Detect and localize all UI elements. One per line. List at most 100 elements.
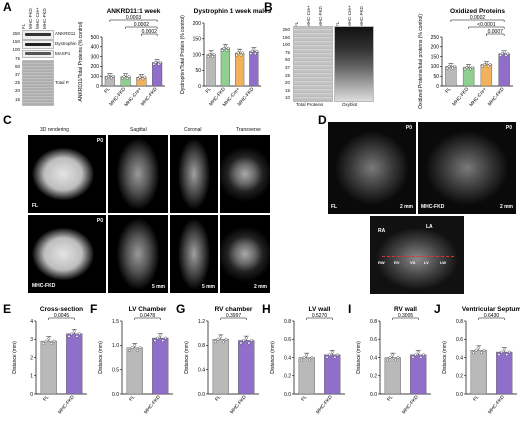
data-point <box>302 356 306 359</box>
data-point <box>219 335 223 339</box>
y-tick-label: 0.0 <box>456 392 463 398</box>
chart-dystrophin: Dystrophin 1 week males 0 50 100 150 200 Dystr… <box>178 6 272 110</box>
data-point <box>136 77 140 81</box>
category-label: MHC-FKD <box>487 394 506 415</box>
data-point <box>154 61 157 64</box>
y-tick-label: 100 <box>431 64 440 70</box>
data-point <box>255 49 259 53</box>
y-tick-label: 1.2 <box>198 319 205 325</box>
data-point <box>139 74 143 77</box>
blot-label-ankrd11: ANKRD11 <box>55 31 76 36</box>
significance-bracket <box>486 33 505 36</box>
chart-lv-chamber: LV Chamber 0.0 0.5 1.0 1.5 Distance (mm) FL MHC… <box>96 304 176 418</box>
data-point <box>124 73 128 77</box>
heart-fl: P0 FL 2 mm <box>328 122 416 214</box>
heart-fkd: P0 MHC-FKD 2 mm <box>418 122 516 214</box>
significance-bracket <box>125 26 158 29</box>
heart-label-fl: FL <box>331 204 338 210</box>
bar <box>462 67 475 87</box>
chart-ventricular-septum: Ventricular Septum 0.0 0.2 0.4 0.6 0.8 Distanc… <box>440 304 520 418</box>
data-point <box>422 353 425 357</box>
category-label: MHC-FKD <box>451 86 470 107</box>
data-point <box>156 336 160 340</box>
panel-letter-g: G <box>176 302 186 316</box>
data-point <box>49 342 53 346</box>
category-label: FL <box>386 394 394 402</box>
data-point <box>152 62 156 66</box>
chart-svg: ANKRD11:1 week 0 100 200 300 400 500 ANKRD11/To… <box>78 8 165 108</box>
significance-bracket <box>468 26 505 29</box>
data-point <box>127 75 131 79</box>
category-label: FL <box>42 394 50 402</box>
data-point <box>502 50 506 54</box>
p-value: <0.0001 <box>477 22 495 28</box>
age-label: P0 <box>96 138 103 144</box>
significance-bracket <box>392 317 419 320</box>
data-point <box>333 355 337 359</box>
data-point <box>105 76 109 80</box>
data-point <box>447 65 451 68</box>
bar <box>298 357 315 395</box>
label-rv: RV <box>394 260 400 265</box>
chart-title: RV chamber <box>215 306 253 313</box>
data-point <box>411 355 415 359</box>
data-point <box>247 341 251 345</box>
scale-bar-label: 2 mm <box>399 204 413 210</box>
category-label: MHC-FKD <box>315 394 334 415</box>
y-tick-label: 150 <box>431 54 440 60</box>
p-value: 0.0002 <box>470 15 486 21</box>
data-point <box>214 340 217 344</box>
scale-bar-label: 2 mm <box>499 204 513 210</box>
data-point <box>497 353 501 356</box>
data-point <box>505 353 509 356</box>
data-point <box>445 66 449 70</box>
y-axis-label: Distance (mm) <box>356 341 362 374</box>
y-axis-label: Distance (mm) <box>98 341 104 374</box>
y-tick-label: 150 <box>193 37 202 43</box>
data-point <box>300 358 303 362</box>
label-vs: VS <box>410 260 416 265</box>
y-tick-label: 0 <box>30 392 33 398</box>
y-tick-label: 100 <box>193 52 202 58</box>
data-point <box>108 73 112 76</box>
caption-total-proteins: Total Proteins <box>296 102 324 107</box>
col-title-sagittal: Sagittal <box>130 127 147 133</box>
data-point <box>221 49 224 52</box>
y-tick-label: 0.8 <box>284 319 291 325</box>
bar <box>384 357 401 395</box>
significance-bracket <box>306 317 333 320</box>
data-point <box>138 346 142 350</box>
data-point <box>325 355 329 359</box>
bar <box>480 64 493 87</box>
age-label: P0 <box>405 125 412 131</box>
y-tick-label: 0.0 <box>284 392 291 398</box>
y-tick-label: 1.5 <box>112 319 119 325</box>
significance-bracket <box>109 19 158 22</box>
y-tick-label: 3 <box>30 337 33 343</box>
significance-bracket <box>141 33 158 36</box>
data-point <box>236 51 240 55</box>
mw-markers-a: 250 150 100 75 50 37 25 20 15 <box>12 31 20 102</box>
blot-label-dystrophin: Dystrophin <box>55 41 77 46</box>
data-point <box>502 348 506 351</box>
scale-bar-label: 5 mm <box>201 284 215 290</box>
data-point <box>138 75 142 79</box>
data-point <box>222 46 226 50</box>
data-point <box>225 49 229 52</box>
y-tick-label: 0.4 <box>198 367 205 373</box>
significance-bracket <box>478 317 505 320</box>
lane-label: FL <box>21 23 26 29</box>
category-label: MHC-FKD <box>143 394 162 415</box>
data-point <box>130 346 134 350</box>
label-lv: LV <box>424 260 429 265</box>
data-point <box>504 53 508 57</box>
data-point <box>70 332 74 336</box>
data-point <box>164 336 167 340</box>
chart-title: LV wall <box>309 306 331 313</box>
lane-label: MHC-FKD <box>359 6 364 27</box>
category-label: MHC-FKD <box>229 394 248 415</box>
bar <box>206 54 216 87</box>
y-tick-label: 0.5 <box>112 367 119 373</box>
data-point <box>310 356 314 359</box>
bar <box>152 62 163 87</box>
